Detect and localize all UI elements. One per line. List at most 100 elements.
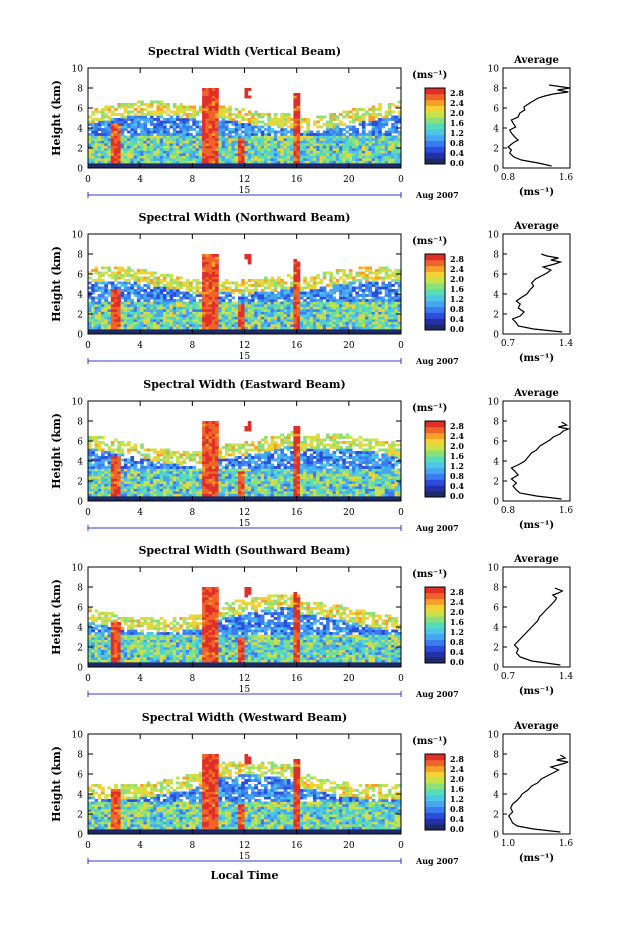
heatmap-cell <box>88 158 92 161</box>
heatmap-cell <box>381 304 386 307</box>
heatmap-cell <box>172 153 177 156</box>
heatmap-cell <box>149 155 154 159</box>
heatmap-cell <box>205 118 210 121</box>
heatmap-cell <box>299 291 304 295</box>
heatmap-cell <box>316 309 320 312</box>
heatmap-cell <box>283 321 288 325</box>
heatmap-cell <box>312 289 317 292</box>
heatmap-cell <box>130 493 135 497</box>
heatmap-cell <box>104 113 108 116</box>
heatmap-cell <box>247 321 252 325</box>
heatmap-cell <box>182 291 187 295</box>
heatmap-cell <box>228 301 232 305</box>
heatmap-cell <box>244 165 249 169</box>
heatmap-cell <box>120 103 125 106</box>
heatmap-cell <box>299 125 304 129</box>
heatmap-cell <box>104 324 108 327</box>
heatmap-cell <box>286 120 291 124</box>
heatmap-cell <box>270 299 275 302</box>
heatmap-cell <box>303 158 307 161</box>
heatmap-cell <box>241 148 245 151</box>
heatmap-cell <box>303 140 307 144</box>
heatmap-cell <box>202 148 206 151</box>
heatmap-cell <box>237 321 242 325</box>
heatmap-cell <box>267 133 271 136</box>
heatmap-cell <box>254 120 258 124</box>
heatmap-cell <box>280 158 285 161</box>
heatmap-cell <box>368 120 373 124</box>
heatmap-cell <box>218 123 223 126</box>
heatmap-cell <box>234 138 239 141</box>
heatmap-cell <box>335 140 340 144</box>
heatmap-cell <box>192 105 196 109</box>
heatmap-cell <box>159 100 164 104</box>
heatmap-cell <box>91 471 95 474</box>
heatmap-cell <box>208 93 213 96</box>
heatmap-cell <box>326 314 330 317</box>
heatmap-cell <box>228 326 232 330</box>
heatmap-cell <box>329 296 333 300</box>
heatmap-cell <box>114 309 118 312</box>
heatmap-cell <box>335 160 340 164</box>
heatmap-cell <box>104 158 108 161</box>
heatmap-cell <box>130 331 135 335</box>
heatmap-cell <box>348 138 353 141</box>
heatmap-cell <box>166 153 170 156</box>
heatmap-cell <box>169 488 174 492</box>
heatmap-cell <box>114 123 118 126</box>
heatmap-cell <box>234 329 239 332</box>
heatmap-cell <box>107 319 112 322</box>
heatmap-cell <box>130 118 135 121</box>
heatmap-cell <box>280 165 285 169</box>
heatmap-cell <box>381 158 386 161</box>
heatmap-cell <box>156 301 161 305</box>
heatmap-cell <box>244 93 249 96</box>
heatmap-cell <box>329 140 333 144</box>
heatmap-cell <box>172 143 177 146</box>
heatmap-cell <box>293 93 298 96</box>
heatmap-cell <box>166 316 170 320</box>
heatmap-cell <box>107 274 112 277</box>
heatmap-cell <box>120 476 125 479</box>
heatmap-cell <box>192 304 196 307</box>
heatmap-cell <box>162 481 167 484</box>
heatmap-cell <box>224 331 229 335</box>
heatmap-cell <box>299 148 304 151</box>
heatmap-cell <box>280 324 285 327</box>
heatmap-cell <box>345 276 350 280</box>
heatmap-cell <box>355 321 360 325</box>
heatmap-cell <box>342 115 346 119</box>
heatmap-cell <box>110 321 115 325</box>
heatmap-cell <box>159 324 164 327</box>
heatmap-cell <box>391 311 395 315</box>
heatmap-cell <box>117 468 121 472</box>
heatmap-cell <box>277 316 281 320</box>
heatmap-cell <box>117 466 121 469</box>
colorbar-unit: (ms⁻¹) <box>412 236 447 247</box>
heatmap-cell <box>192 296 196 300</box>
heatmap-cell <box>244 90 249 94</box>
heatmap-cell <box>166 496 170 499</box>
heatmap-cell <box>133 138 138 141</box>
heatmap-cell <box>162 473 167 477</box>
heatmap-cell <box>156 473 161 477</box>
heatmap-cell <box>277 125 281 129</box>
heatmap-cell <box>326 138 330 141</box>
heatmap-cell <box>110 120 115 124</box>
heatmap-cell <box>244 289 249 292</box>
x-tick-label: 16 <box>291 341 303 351</box>
heatmap-cell <box>365 309 369 312</box>
heatmap-cell <box>312 160 317 164</box>
heatmap-cell <box>303 130 307 134</box>
heatmap-cell <box>159 163 164 166</box>
heatmap-cell <box>267 279 271 282</box>
heatmap-cell <box>202 321 206 325</box>
heatmap-cell <box>185 321 190 325</box>
heatmap-cell <box>329 301 333 305</box>
heatmap-cell <box>309 319 314 322</box>
heatmap-cell <box>368 140 373 144</box>
heatmap-cell <box>224 304 229 307</box>
heatmap-cell <box>143 448 148 452</box>
heatmap-cell <box>247 143 252 146</box>
heatmap-cell <box>397 155 402 159</box>
